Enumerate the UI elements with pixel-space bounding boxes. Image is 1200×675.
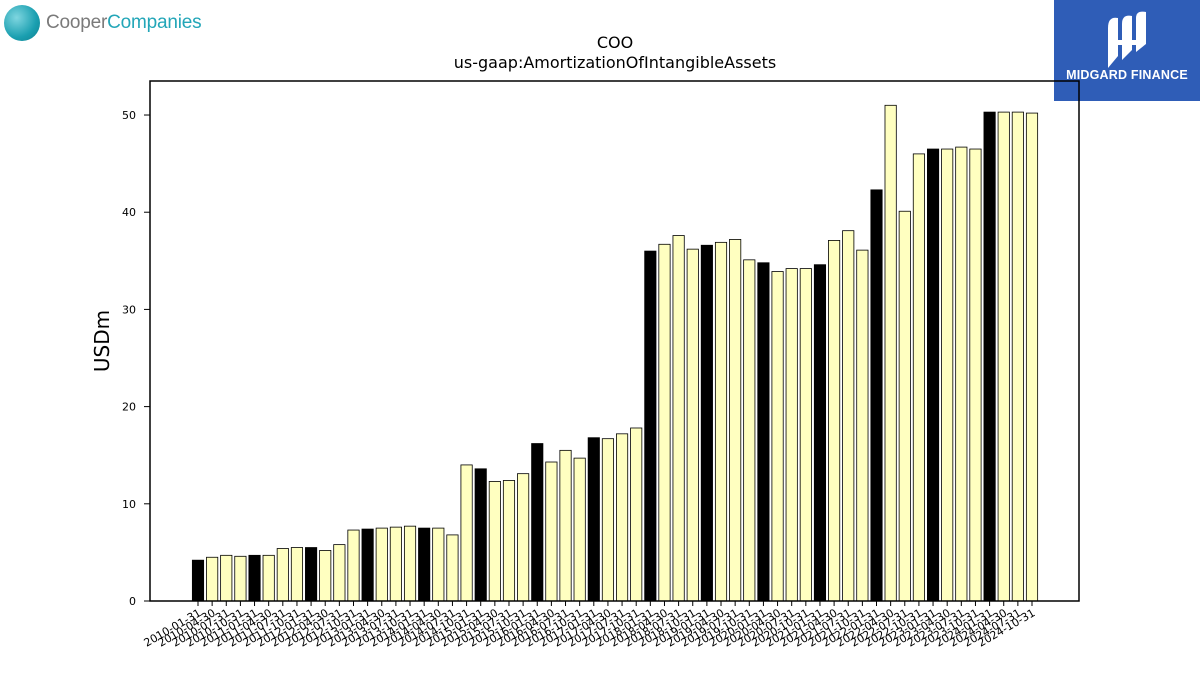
bar <box>757 262 770 602</box>
bar <box>403 525 417 602</box>
bar <box>206 556 219 602</box>
bar <box>375 527 388 602</box>
bar <box>856 249 869 602</box>
bar <box>884 104 897 602</box>
bar <box>319 550 332 602</box>
bar <box>502 480 516 602</box>
bar <box>333 544 346 602</box>
bar <box>573 457 586 602</box>
bar <box>870 189 883 602</box>
bar <box>813 264 827 602</box>
bar <box>658 243 671 602</box>
logo-left-part1: Cooper <box>46 12 108 33</box>
bar <box>234 555 247 602</box>
bar <box>559 449 572 602</box>
y-tick-label: 50 <box>122 109 136 122</box>
bar <box>587 437 600 602</box>
bar <box>630 427 643 602</box>
bar <box>743 259 756 602</box>
bar <box>686 248 699 602</box>
y-tick-label: 40 <box>122 206 136 219</box>
bar <box>531 443 544 602</box>
cooper-companies-logo: CooperCompanies <box>4 4 202 42</box>
bar <box>616 433 629 602</box>
bar <box>700 244 713 602</box>
bar <box>220 554 233 602</box>
y-axis-label: USDm <box>90 310 114 372</box>
bar <box>545 461 558 602</box>
bar <box>262 554 275 602</box>
bar <box>955 146 968 602</box>
bar <box>785 268 798 602</box>
bar <box>1011 111 1024 602</box>
chart-title: COO <box>597 33 633 52</box>
bar <box>488 481 501 602</box>
bar <box>361 528 374 602</box>
bar <box>941 148 954 602</box>
plot-frame <box>149 80 1080 602</box>
y-tick-label: 0 <box>129 595 136 608</box>
bar <box>446 534 459 602</box>
bar <box>248 554 261 602</box>
bar <box>842 230 855 602</box>
y-tick-label: 20 <box>122 401 136 414</box>
bar <box>997 111 1010 602</box>
globe-icon <box>4 5 40 41</box>
bar <box>912 153 925 602</box>
logo-left-part2: Companies <box>107 12 202 33</box>
bar <box>771 271 784 602</box>
bar <box>729 239 742 602</box>
logo-right-name: MIDGARD FINANCE <box>1066 68 1188 82</box>
bar <box>474 468 487 602</box>
bar <box>432 527 445 602</box>
midgard-mark-icon <box>1108 11 1146 68</box>
bar <box>389 526 402 602</box>
bar <box>191 559 205 602</box>
bar <box>305 547 318 602</box>
bar <box>672 235 685 602</box>
bar <box>898 210 911 602</box>
bar <box>601 438 614 602</box>
bar <box>828 240 841 602</box>
bar <box>714 241 728 602</box>
chart-subtitle: us-gaap:AmortizationOfIntangibleAssets <box>454 53 776 72</box>
bar <box>276 548 289 602</box>
bar <box>799 268 812 602</box>
bar <box>644 250 657 602</box>
y-tick-label: 10 <box>122 498 136 511</box>
bar <box>418 527 431 602</box>
y-tick-label: 30 <box>122 303 136 316</box>
bar <box>517 473 530 602</box>
bar <box>460 464 473 602</box>
bar <box>926 148 940 602</box>
bar <box>1025 112 1039 602</box>
bar <box>969 148 982 602</box>
midgard-finance-logo: MIDGARD FINANCE <box>1054 0 1200 101</box>
bar <box>983 111 996 602</box>
bar <box>290 547 304 602</box>
bar <box>347 529 360 602</box>
